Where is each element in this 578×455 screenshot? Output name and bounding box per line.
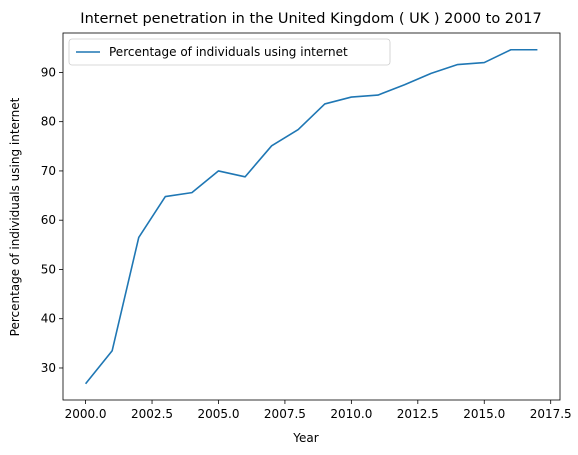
x-tick-label: 2007.5 xyxy=(264,407,306,421)
y-tick-label: 40 xyxy=(41,312,56,326)
x-axis-label: Year xyxy=(292,431,318,445)
y-tick-label: 80 xyxy=(41,115,56,129)
axes-frame xyxy=(62,32,561,401)
x-tick-label: 2005.0 xyxy=(197,407,239,421)
x-tick-label: 2012.5 xyxy=(397,407,439,421)
x-tick-label: 2015.0 xyxy=(463,407,505,421)
chart-title: Internet penetration in the United Kingd… xyxy=(80,11,541,27)
x-tick-label: 2002.5 xyxy=(131,407,173,421)
legend: Percentage of individuals using internet xyxy=(68,38,391,66)
y-tick-label: 30 xyxy=(41,361,56,375)
y-tick-label: 70 xyxy=(41,164,56,178)
series-line xyxy=(84,48,538,385)
y-tick-label: 50 xyxy=(41,262,56,276)
plot-area: 2000.0 2002.5 2005.0 2007.5 2010.0 2012.5 2015… xyxy=(41,32,572,421)
y-axis-label: Percentage of individuals using internet xyxy=(8,97,22,336)
legend-label: Percentage of individuals using internet xyxy=(109,45,348,59)
y-tick-label: 90 xyxy=(41,65,56,79)
x-tick-label: 2010.0 xyxy=(330,407,372,421)
y-tick-label: 60 xyxy=(41,213,56,227)
x-tick-label: 2000.0 xyxy=(65,407,107,421)
x-tick-label: 2017.5 xyxy=(530,407,572,421)
legend-box xyxy=(68,38,391,66)
